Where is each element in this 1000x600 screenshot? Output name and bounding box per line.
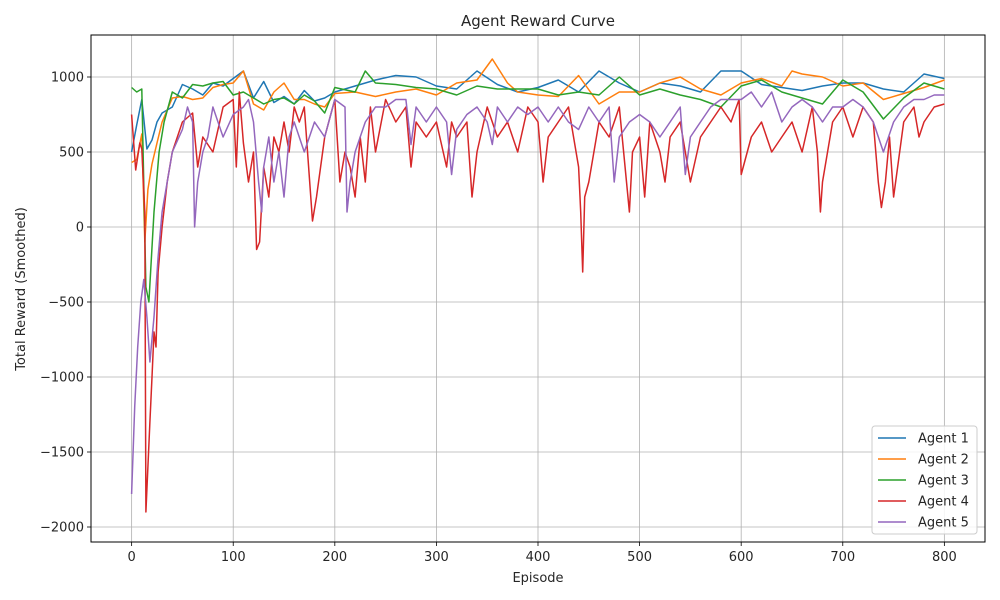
y-tick-label: 1000 (51, 71, 84, 86)
legend-label-agent-4: Agent 4 (918, 495, 969, 510)
x-tick-label: 700 (830, 550, 855, 565)
series-line-agent-3 (131, 70, 945, 303)
series-line-agent-1 (130, 70, 945, 153)
series-lines (130, 58, 945, 513)
axis-ticks: 0 100 200 300 400 500 600 700 800 −2000 −1500 −1000… (40, 71, 957, 566)
y-tick-label: −1000 (40, 371, 84, 386)
x-tick-label: 500 (627, 550, 652, 565)
grid-lines (91, 35, 985, 542)
series-line-agent-4 (130, 91, 945, 513)
series-line-agent-2 (131, 58, 945, 243)
x-tick-label: 400 (526, 550, 551, 565)
x-axis-label: Episode (512, 571, 563, 586)
x-tick-label: 0 (127, 550, 135, 565)
series-line-agent-5 (130, 91, 945, 495)
x-tick-label: 800 (932, 550, 957, 565)
legend-label-agent-3: Agent 3 (918, 474, 969, 489)
y-tick-label: 0 (76, 221, 84, 236)
y-tick-label: −1500 (40, 446, 84, 461)
y-tick-label: 500 (59, 146, 84, 161)
x-tick-label: 600 (729, 550, 754, 565)
y-axis-label: Total Reward (Smoothed) (14, 207, 29, 372)
x-tick-label: 200 (322, 550, 347, 565)
legend-box (871, 425, 978, 535)
legend-label-agent-5: Agent 5 (918, 516, 969, 531)
chart-title: Agent Reward Curve (461, 12, 615, 30)
x-tick-label: 300 (424, 550, 449, 565)
y-tick-label: −500 (48, 296, 84, 311)
legend: Agent 1 Agent 2 Agent 3 Agent 4 Agent 5 (871, 425, 978, 535)
y-tick-label: −2000 (40, 521, 84, 536)
legend-label-agent-2: Agent 2 (918, 453, 969, 468)
x-tick-label: 100 (221, 550, 246, 565)
legend-label-agent-1: Agent 1 (918, 432, 969, 447)
